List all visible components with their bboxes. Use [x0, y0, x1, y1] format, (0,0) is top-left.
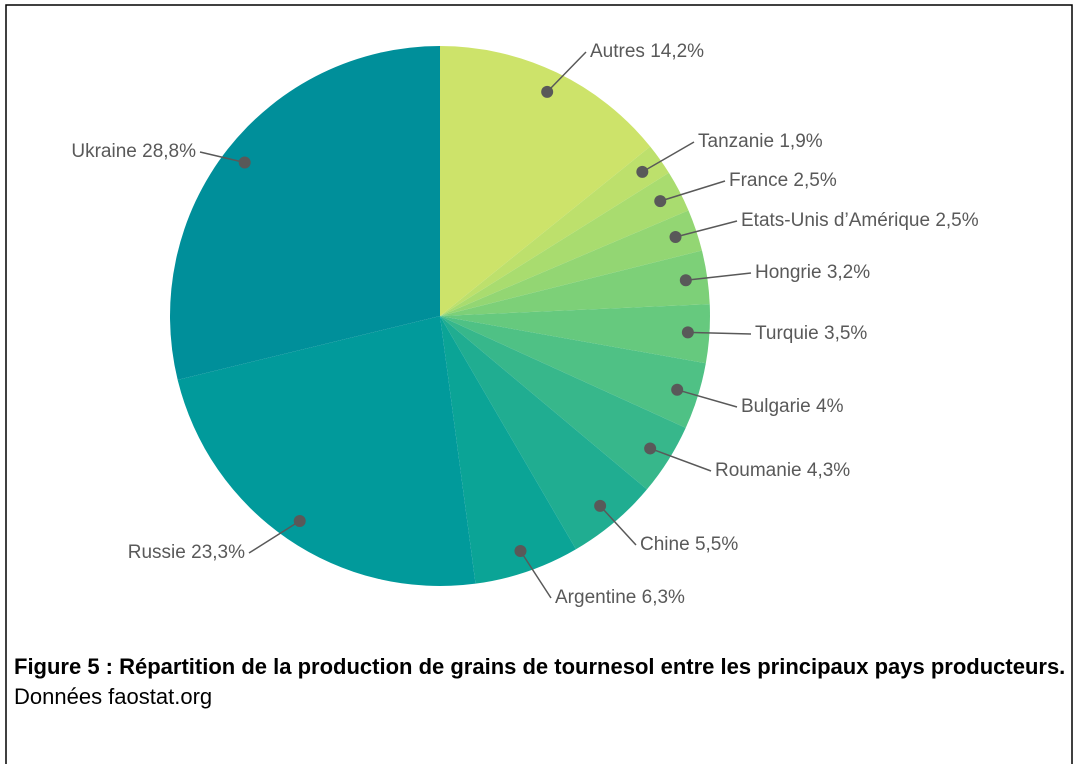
slice-label: Roumanie 4,3%: [715, 460, 850, 481]
category-name: Hongrie: [755, 262, 822, 283]
pie-slice: [440, 304, 710, 364]
pie-slice: [170, 46, 440, 380]
slice-label: Autres 14,2%: [590, 41, 704, 62]
value-label: 3,2%: [827, 262, 870, 283]
slice-label: Chine 5,5%: [640, 534, 738, 555]
leader-dot: [293, 515, 306, 528]
value-label: 5,5%: [695, 534, 738, 555]
leader-line: [676, 389, 738, 408]
leader-dot: [636, 165, 649, 178]
slice-label: Argentine 6,3%: [555, 587, 685, 608]
category-name: Etats-Unis d’Amérique: [741, 210, 930, 231]
category-name: Roumanie: [715, 460, 802, 481]
caption: Figure 5 : Répartition de la production …: [14, 654, 1066, 679]
leader-line: [599, 505, 637, 546]
pie-slice: [440, 146, 669, 316]
leader-dot: [679, 274, 692, 287]
pie-slice: [440, 46, 651, 316]
pie-slice: [177, 316, 476, 586]
slice-label: Russie 23,3%: [128, 542, 245, 563]
category-name: Ukraine: [71, 141, 136, 162]
leader-dot: [654, 195, 667, 208]
caption-block: Figure 5 : Répartition de la production …: [14, 652, 1069, 712]
category-name: Turquie: [755, 323, 819, 344]
category-name: France: [729, 170, 788, 191]
leader-line: [199, 151, 245, 164]
category-name: Bulgarie: [741, 396, 811, 417]
pie-slice: [440, 250, 710, 316]
category-name: Chine: [640, 534, 690, 555]
leader-line: [675, 220, 738, 238]
leader-dot: [644, 442, 657, 455]
value-label: 14,2%: [650, 41, 704, 62]
slice-label: Etats-Unis d’Amérique 2,5%: [741, 210, 979, 231]
leader-line: [687, 331, 752, 335]
value-label: 28,8%: [142, 141, 196, 162]
pie-slice: [440, 210, 702, 316]
leader-dot: [594, 499, 607, 512]
leader-dot: [541, 85, 554, 98]
leader-line: [660, 180, 726, 202]
value-label: 3,5%: [824, 323, 867, 344]
slice-label: Turquie 3,5%: [755, 323, 867, 344]
slice-label: France 2,5%: [729, 170, 837, 191]
leader-dot: [681, 326, 694, 339]
value-label: 4%: [816, 396, 844, 417]
frame: [5, 4, 1073, 764]
leader-line: [685, 272, 752, 281]
value-label: 4,3%: [807, 460, 850, 481]
leader-line: [649, 447, 712, 472]
category-name: Argentine: [555, 587, 636, 608]
value-label: 6,3%: [642, 587, 685, 608]
pie-slice: [440, 172, 689, 316]
value-label: 1,9%: [779, 131, 822, 152]
leader-line: [519, 550, 552, 599]
slice-label: Hongrie 3,2%: [755, 262, 870, 283]
category-name: Tanzanie: [698, 131, 774, 152]
slice-label: Tanzanie 1,9%: [698, 131, 823, 152]
slice-label: Bulgarie 4%: [741, 396, 844, 417]
leader-dot: [669, 231, 682, 244]
pie-slice: [440, 316, 706, 428]
value-label: 23,3%: [191, 542, 245, 563]
value-label: 2,5%: [793, 170, 836, 191]
pie-slice: [440, 316, 647, 550]
value-label: 2,5%: [935, 210, 978, 231]
category-name: Russie: [128, 542, 186, 563]
leader-dot: [514, 545, 527, 558]
leader-line: [248, 520, 301, 554]
slice-label: Ukraine 28,8%: [71, 141, 196, 162]
leader-line: [546, 51, 587, 93]
leader-line: [641, 141, 695, 173]
leader-dot: [671, 383, 684, 396]
source: Données faostat.org: [14, 684, 213, 709]
pie-slice: [440, 316, 576, 584]
category-name: Autres: [590, 41, 645, 62]
leader-dot: [238, 156, 251, 169]
pie-slice: [440, 316, 686, 490]
